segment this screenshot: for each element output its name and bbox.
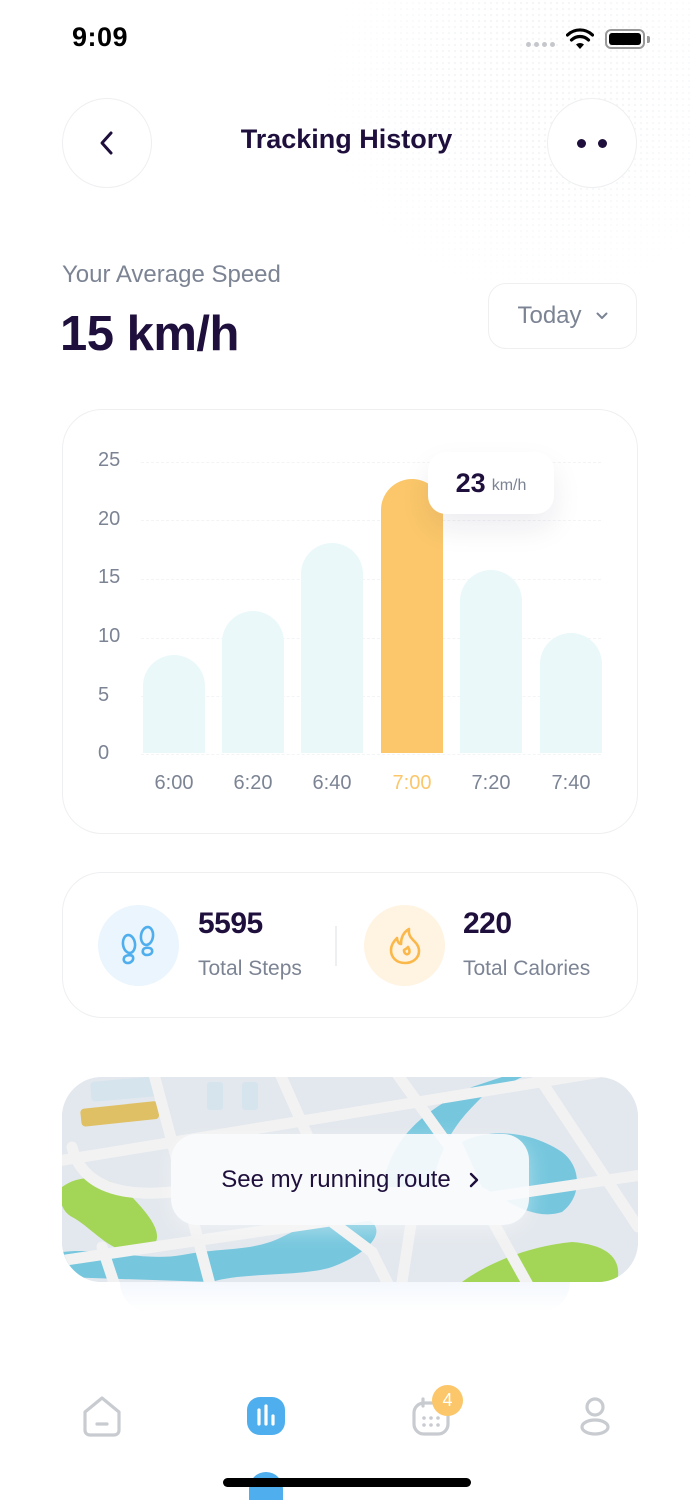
y-tick: 0 <box>98 742 110 764</box>
grid-line <box>141 638 601 639</box>
nav-stats[interactable] <box>240 1390 292 1442</box>
y-tick: 15 <box>98 566 121 588</box>
home-icon <box>83 1396 121 1437</box>
status-time: 9:09 <box>72 22 129 52</box>
see-route-button[interactable]: See my running route <box>171 1134 529 1225</box>
x-tick: 6:20 <box>233 772 273 794</box>
page-title: Tracking History <box>240 124 453 154</box>
battery-icon <box>605 29 645 49</box>
grid-line <box>141 520 601 521</box>
more-button[interactable] <box>547 98 637 188</box>
period-selected: Today <box>517 302 582 329</box>
signal-icon <box>526 42 555 47</box>
x-tick: 7:20 <box>471 772 511 794</box>
tooltip-value: 23 <box>455 467 486 498</box>
stats-divider <box>335 926 337 966</box>
steps-label: Total Steps <box>198 957 302 980</box>
y-tick: 20 <box>98 508 121 530</box>
x-tick-highlighted: 7:00 <box>392 772 432 794</box>
route-map-card[interactable]: See my running route <box>62 1077 638 1282</box>
chart-bar[interactable] <box>540 633 602 753</box>
x-tick: 6:00 <box>154 772 194 794</box>
grid-line <box>141 696 601 697</box>
speed-value: 15 km/h <box>60 307 239 361</box>
wifi-icon <box>566 28 594 49</box>
flame-icon <box>389 927 420 964</box>
x-tick: 7:40 <box>551 772 591 794</box>
bar-chart-icon <box>247 1397 285 1435</box>
chart-tooltip: 23 km/h <box>428 452 554 514</box>
home-indicator[interactable] <box>223 1478 471 1487</box>
grid-line <box>141 579 601 580</box>
chart-bar[interactable] <box>460 570 522 753</box>
map-shadow <box>120 1282 570 1312</box>
nav-home[interactable] <box>76 1390 128 1442</box>
y-tick: 25 <box>98 449 121 471</box>
chart-bar[interactable] <box>301 543 363 753</box>
chevron-right-icon <box>469 1172 478 1187</box>
calendar-badge: 4 <box>432 1385 463 1416</box>
steps-icon-container <box>98 905 179 986</box>
battery-cap <box>647 36 650 43</box>
chart-bar-highlighted[interactable] <box>381 479 443 753</box>
nav-profile[interactable] <box>569 1390 621 1442</box>
calories-label: Total Calories <box>463 957 591 980</box>
speed-label: Your Average Speed <box>62 261 281 288</box>
footsteps-icon <box>121 925 154 964</box>
steps-value: 5595 <box>198 907 263 940</box>
chevron-down-icon <box>596 312 608 319</box>
back-button[interactable] <box>62 98 152 188</box>
stats-card: 5595 Total Steps 220 Total Calories <box>62 872 638 1018</box>
y-tick: 10 <box>98 625 121 647</box>
status-bar: 9:09 <box>0 0 693 80</box>
speed-chart-card: 25 20 15 10 5 0 23 km/h 6:00 6:20 6:40 7… <box>62 409 638 834</box>
route-button-label: See my running route <box>221 1165 451 1193</box>
tooltip-unit: km/h <box>491 477 527 494</box>
grid-line <box>141 754 601 755</box>
user-icon <box>580 1397 610 1436</box>
calories-value: 220 <box>463 907 512 940</box>
y-tick: 5 <box>98 684 110 706</box>
chart-bar[interactable] <box>143 655 205 753</box>
more-dots-icon <box>577 138 607 148</box>
x-tick: 6:40 <box>312 772 352 794</box>
bottom-navigation <box>0 1380 693 1450</box>
chevron-left-icon <box>100 131 113 155</box>
period-dropdown[interactable]: Today <box>488 283 637 349</box>
calories-icon-container <box>364 905 445 986</box>
chart-bar[interactable] <box>222 611 284 753</box>
grid-line <box>141 462 601 463</box>
